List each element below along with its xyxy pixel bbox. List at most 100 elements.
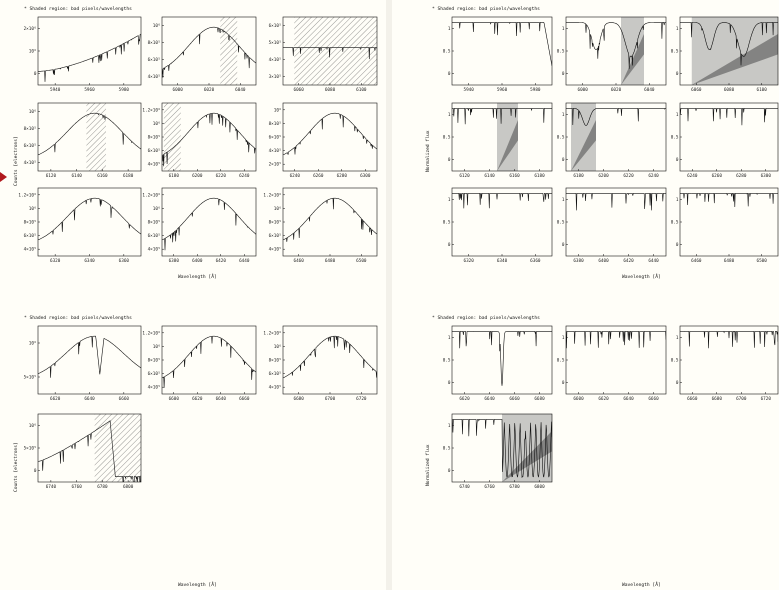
spectrum-line [283, 112, 377, 156]
y-tick-label: 1 [448, 26, 451, 32]
spectrum-svg: 5940 5960 5980 0 0.5 1 [443, 16, 553, 93]
y-tick-label: 0.5 [557, 49, 565, 55]
x-tick-label: 6680 [712, 396, 723, 402]
y-tick-label: 4×10⁵ [269, 247, 282, 253]
spectrum-svg: 6240 6260 6280 6300 0 0.5 1 [671, 102, 779, 179]
x-tick-label: 6120 [459, 173, 470, 179]
spectrum-svg: 6460 6480 6500 4×10⁵ 6×10⁵ 8×10⁵ 10⁶ 1.2×10⁶ [263, 187, 378, 264]
x-tick-label: 6260 [712, 173, 723, 179]
x-tick-label: 6720 [761, 396, 772, 402]
y-tick-label: 1 [676, 112, 679, 118]
y-tick-label: 4×10⁵ [24, 247, 37, 253]
spectrum-panel: 6240 6260 6280 6300 2×10⁵ 4×10⁵ 6×10⁵ 8×10⁵ 10⁶ [269, 102, 378, 179]
x-tick-label: 6480 [724, 258, 735, 264]
y-tick-label: 0 [562, 71, 565, 77]
y-tick-label: 8×10⁵ [269, 220, 282, 226]
y-tick-label: 10⁶ [153, 206, 161, 212]
spectrum-line [566, 22, 666, 69]
spectrum-svg: 6180 6200 6220 6240 4×10⁵ 6×10⁵ 8×10⁵ 10⁶ 1.2×10… [142, 102, 257, 179]
spectrum-line [283, 197, 377, 242]
x-tick-label: 6040 [235, 87, 246, 93]
y-tick-label: 10⁶ [29, 49, 37, 55]
spectrum-panel: 6680 6700 6720 4×10⁵ 6×10⁵ 8×10⁵ 10⁶ 1.2×10⁶ [263, 325, 378, 402]
y-tick-label: 6×10⁵ [148, 148, 161, 154]
x-tick-label: 6160 [509, 173, 520, 179]
x-tick-label: 6180 [573, 173, 584, 179]
y-tick-label: 1 [562, 335, 565, 341]
x-tick-label: 6640 [216, 396, 227, 402]
x-tick-label: 6600 [573, 396, 584, 402]
x-tick-label: 6320 [50, 258, 61, 264]
y-tick-label: 6×10⁵ [24, 143, 37, 149]
spectrum-line [38, 33, 141, 82]
spectrum-svg: 6380 6400 6420 6440 0 0.5 1 [557, 187, 667, 264]
x-tick-label: 6340 [84, 258, 95, 264]
bad-region-shade [621, 17, 644, 85]
x-tick-label: 6260 [313, 173, 324, 179]
y-tick-label: 1 [448, 335, 451, 341]
x-axis-label: Wavelength [Å] [622, 275, 661, 280]
plot-frame [282, 187, 378, 257]
y-tick-label: 0 [676, 380, 679, 386]
y-tick-label: 0.5 [443, 49, 451, 55]
y-tick-label: 0 [676, 157, 679, 163]
x-tick-label: 6300 [360, 173, 371, 179]
x-tick-label: 6440 [239, 258, 250, 264]
plot-frame [451, 16, 553, 86]
spectrum-line [680, 193, 778, 208]
y-tick-label: 1.2×10⁶ [142, 107, 160, 113]
x-tick-label: 6200 [598, 173, 609, 179]
y-tick-label: 8×10⁵ [269, 121, 282, 127]
bad-region-shade [571, 120, 596, 171]
spectrum-line [162, 26, 256, 78]
bad-region-shade [691, 34, 778, 85]
spectrum-line [162, 197, 256, 251]
x-tick-label: 6080 [325, 87, 336, 93]
spectrum-line [452, 22, 552, 67]
y-tick-label: 1 [676, 26, 679, 32]
y-tick-label: 6×10⁵ [148, 233, 161, 239]
y-tick-label: 0 [562, 157, 565, 163]
y-tick-label: 0.5 [443, 135, 451, 141]
y-tick-label: 0 [562, 242, 565, 248]
spectrum-panel: 6460 6480 6500 4×10⁵ 6×10⁵ 8×10⁵ 10⁶ 1.2×10⁶ [263, 187, 378, 264]
spectrum-svg: 6660 6680 6700 6720 0 0.5 1 [671, 325, 779, 402]
y-tick-label: 8×10⁵ [148, 40, 161, 46]
spectrum-svg: 6060 6080 6100 0 0.5 1 [671, 16, 779, 93]
bad-region-hatch [163, 103, 181, 171]
x-tick-label: 6100 [756, 87, 767, 93]
y-tick-label: 0.5 [443, 358, 451, 364]
x-tick-label: 6380 [573, 258, 584, 264]
shaded-region-note: * Shaded region: bad pixels/wavelengths [432, 316, 540, 321]
x-tick-label: 6420 [216, 258, 227, 264]
y-tick-label: 0 [448, 242, 451, 248]
plot-frame [565, 325, 667, 395]
spectrum-line [38, 335, 141, 378]
y-tick-label: 1 [562, 112, 565, 118]
x-tick-label: 6700 [325, 396, 336, 402]
y-tick-label: 4×10⁵ [269, 148, 282, 154]
spectrum-svg: 6060 6080 6100 3×10⁵ 4×10⁵ 5×10⁵ 6×10⁵ [269, 16, 378, 93]
spectrum-svg: 6120 6140 6160 6180 0 0.5 1 [443, 102, 553, 179]
x-tick-label: 6240 [687, 173, 698, 179]
x-tick-label: 6500 [756, 258, 767, 264]
plot-frame [37, 325, 142, 395]
x-tick-label: 6020 [611, 87, 622, 93]
x-tick-label: 6400 [192, 258, 203, 264]
x-tick-label: 6460 [691, 258, 702, 264]
spectrum-svg: 6600 6620 6640 6660 0 0.5 1 [557, 325, 667, 402]
x-tick-label: 6460 [293, 258, 304, 264]
x-tick-label: 6140 [484, 173, 495, 179]
x-tick-label: 6060 [691, 87, 702, 93]
y-tick-label: 4×10⁵ [269, 57, 282, 63]
x-tick-label: 6680 [293, 396, 304, 402]
x-tick-label: 6100 [356, 87, 367, 93]
y-tick-label: 0.5 [671, 358, 679, 364]
plot-frame [282, 325, 378, 395]
spectrum-svg: 6620 6640 6660 6680 0 0.5 1 [443, 325, 553, 402]
spectrum-line [283, 47, 377, 60]
spectrum-line [680, 331, 778, 349]
x-tick-label: 6120 [46, 173, 57, 179]
x-tick-label: 6620 [459, 396, 470, 402]
y-tick-label: 0.5 [443, 446, 451, 452]
